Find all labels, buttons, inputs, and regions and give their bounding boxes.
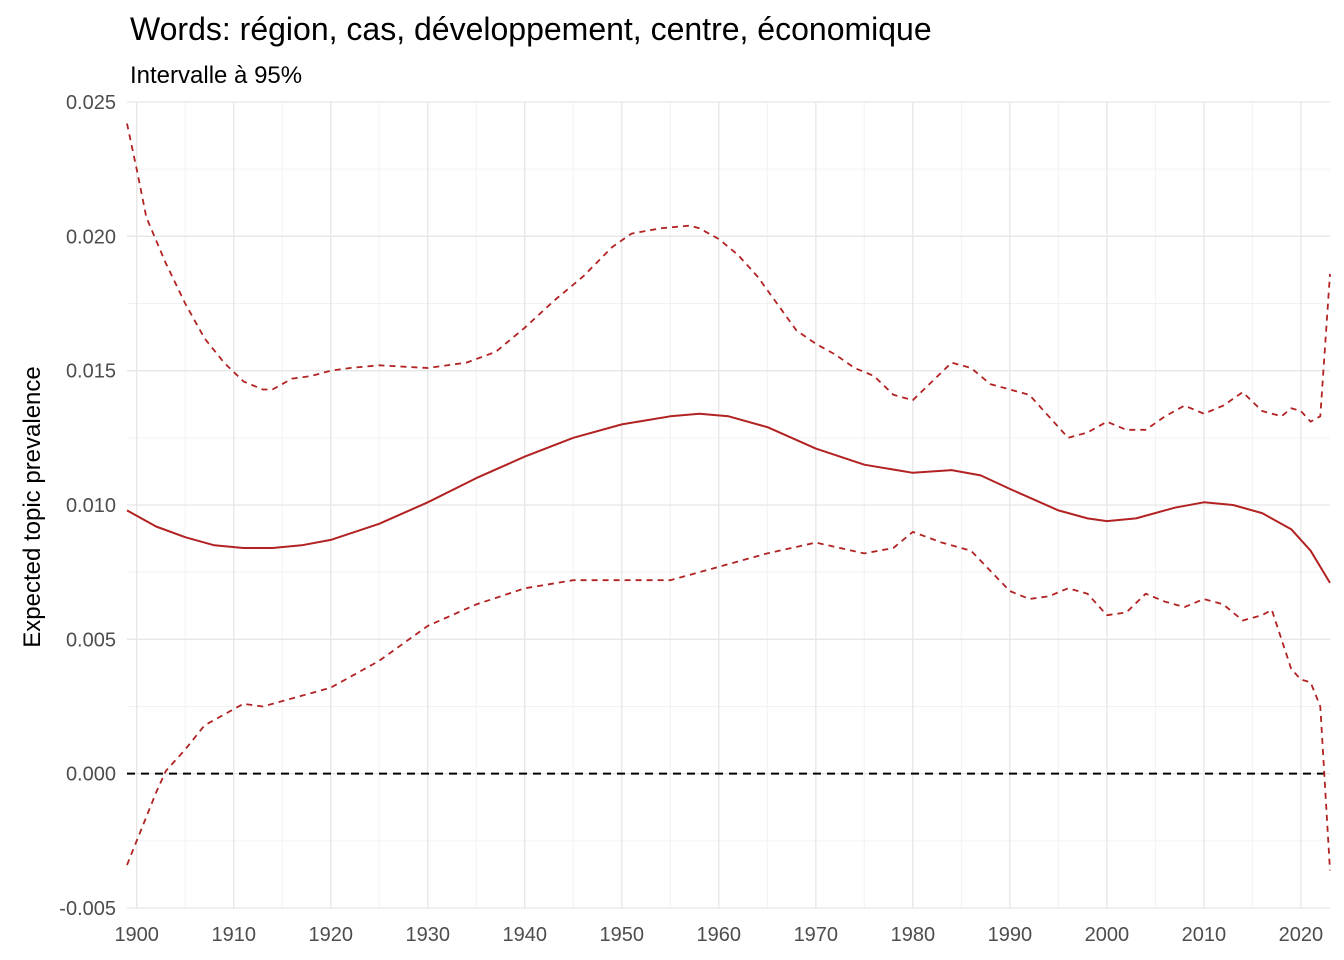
x-tick-label: 1970	[794, 924, 839, 946]
x-tick-label: 2020	[1279, 924, 1324, 946]
y-tick-label: 0.020	[66, 226, 116, 248]
x-tick-label: 2010	[1182, 924, 1227, 946]
y-tick-label: 0.010	[66, 495, 116, 517]
x-tick-label: 1930	[406, 924, 451, 946]
y-tick-label: 0.025	[66, 92, 116, 114]
y-tick-label: 0.005	[66, 629, 116, 651]
x-axis-ticks: 1900 1910 1920 1930 1940 1950 1960 1970 1980 1990…	[114, 924, 1323, 946]
y-axis-label: Expected topic prevalence	[19, 366, 46, 648]
mean-estimate-line	[126, 412, 1331, 584]
y-axis-ticks: -0.005 0.000 0.005 0.010 0.015 0.020 0.025	[59, 92, 116, 920]
major-gridlines	[127, 101, 1330, 909]
y-tick-label: 0.015	[66, 361, 116, 383]
y-tick-label: 0.000	[66, 764, 116, 786]
x-tick-label: 1960	[697, 924, 742, 946]
x-tick-label: 1940	[503, 924, 548, 946]
lower-bound-line	[126, 531, 1331, 871]
x-tick-label: 2000	[1085, 924, 1130, 946]
upper-bound-line	[126, 123, 1331, 439]
series-lines	[126, 123, 1331, 871]
chart-subtitle: Intervalle à 95%	[130, 62, 302, 89]
chart-title: Words: région, cas, développement, centr…	[130, 11, 932, 47]
x-tick-label: 1950	[600, 924, 645, 946]
x-tick-label: 1910	[211, 924, 256, 946]
x-tick-label: 1980	[891, 924, 936, 946]
x-tick-label: 1920	[308, 924, 353, 946]
x-tick-label: 1900	[114, 924, 159, 946]
x-tick-label: 1990	[988, 924, 1033, 946]
y-tick-label: -0.005	[59, 898, 116, 920]
